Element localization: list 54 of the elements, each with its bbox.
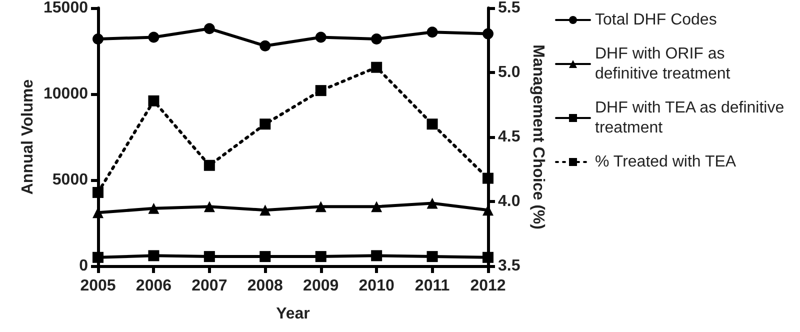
point [315, 201, 326, 212]
point [426, 251, 438, 262]
x-tick-label: 2009 [303, 278, 339, 294]
point [482, 252, 494, 263]
point [426, 198, 438, 209]
point [426, 26, 438, 38]
y-axis-title: Annual Volume [20, 79, 36, 195]
y-tick-label: 0 [79, 258, 88, 274]
y2-tick-label: 4.0 [498, 193, 520, 210]
point [148, 250, 160, 262]
point [426, 118, 438, 130]
point [260, 40, 271, 52]
point [204, 23, 215, 34]
point [148, 95, 160, 106]
point [482, 172, 494, 184]
point [204, 201, 215, 212]
point [371, 201, 382, 212]
point [315, 251, 326, 262]
point [148, 32, 160, 43]
point [92, 33, 104, 44]
legend-label: DHF with TEA as definitive treatment [595, 100, 789, 136]
y-tick-label: 10000 [44, 86, 88, 102]
point [148, 202, 160, 214]
legend-label: DHF with ORIF as definitive treatment [595, 46, 731, 82]
point [315, 32, 326, 43]
x-tick-label: 2008 [247, 278, 284, 294]
point [315, 85, 326, 96]
x-tick-label: 2005 [80, 278, 116, 294]
point [260, 204, 271, 216]
x-tick-label: 2011 [414, 278, 450, 294]
x-tick-label: 2007 [192, 278, 228, 294]
point [371, 62, 382, 73]
point [204, 160, 215, 171]
y-tick-label: 5000 [52, 172, 88, 188]
x-axis-title: Year [276, 306, 310, 322]
point [204, 251, 215, 262]
y2-tick-label: 5.5 [498, 0, 520, 16]
legend-label: Total DHF Codes [595, 12, 717, 28]
point [260, 118, 271, 130]
point [260, 251, 271, 262]
x-tick-label: 2010 [358, 278, 394, 294]
x-tick-label: 2012 [470, 278, 506, 294]
y-tick-label: 15000 [44, 0, 88, 16]
point [482, 28, 494, 40]
y2-axis-title: Management Choice (%) [530, 44, 546, 230]
point [371, 250, 382, 262]
point [371, 33, 382, 44]
y2-tick-label: 4.5 [498, 128, 520, 146]
point [92, 186, 104, 198]
point [92, 252, 104, 263]
x-tick-label: 2006 [136, 278, 172, 294]
legend-label: % Treated with TEA [595, 154, 736, 170]
y2-tick-label: 3.5 [498, 258, 520, 274]
y2-tick-label: 5.0 [498, 64, 520, 81]
